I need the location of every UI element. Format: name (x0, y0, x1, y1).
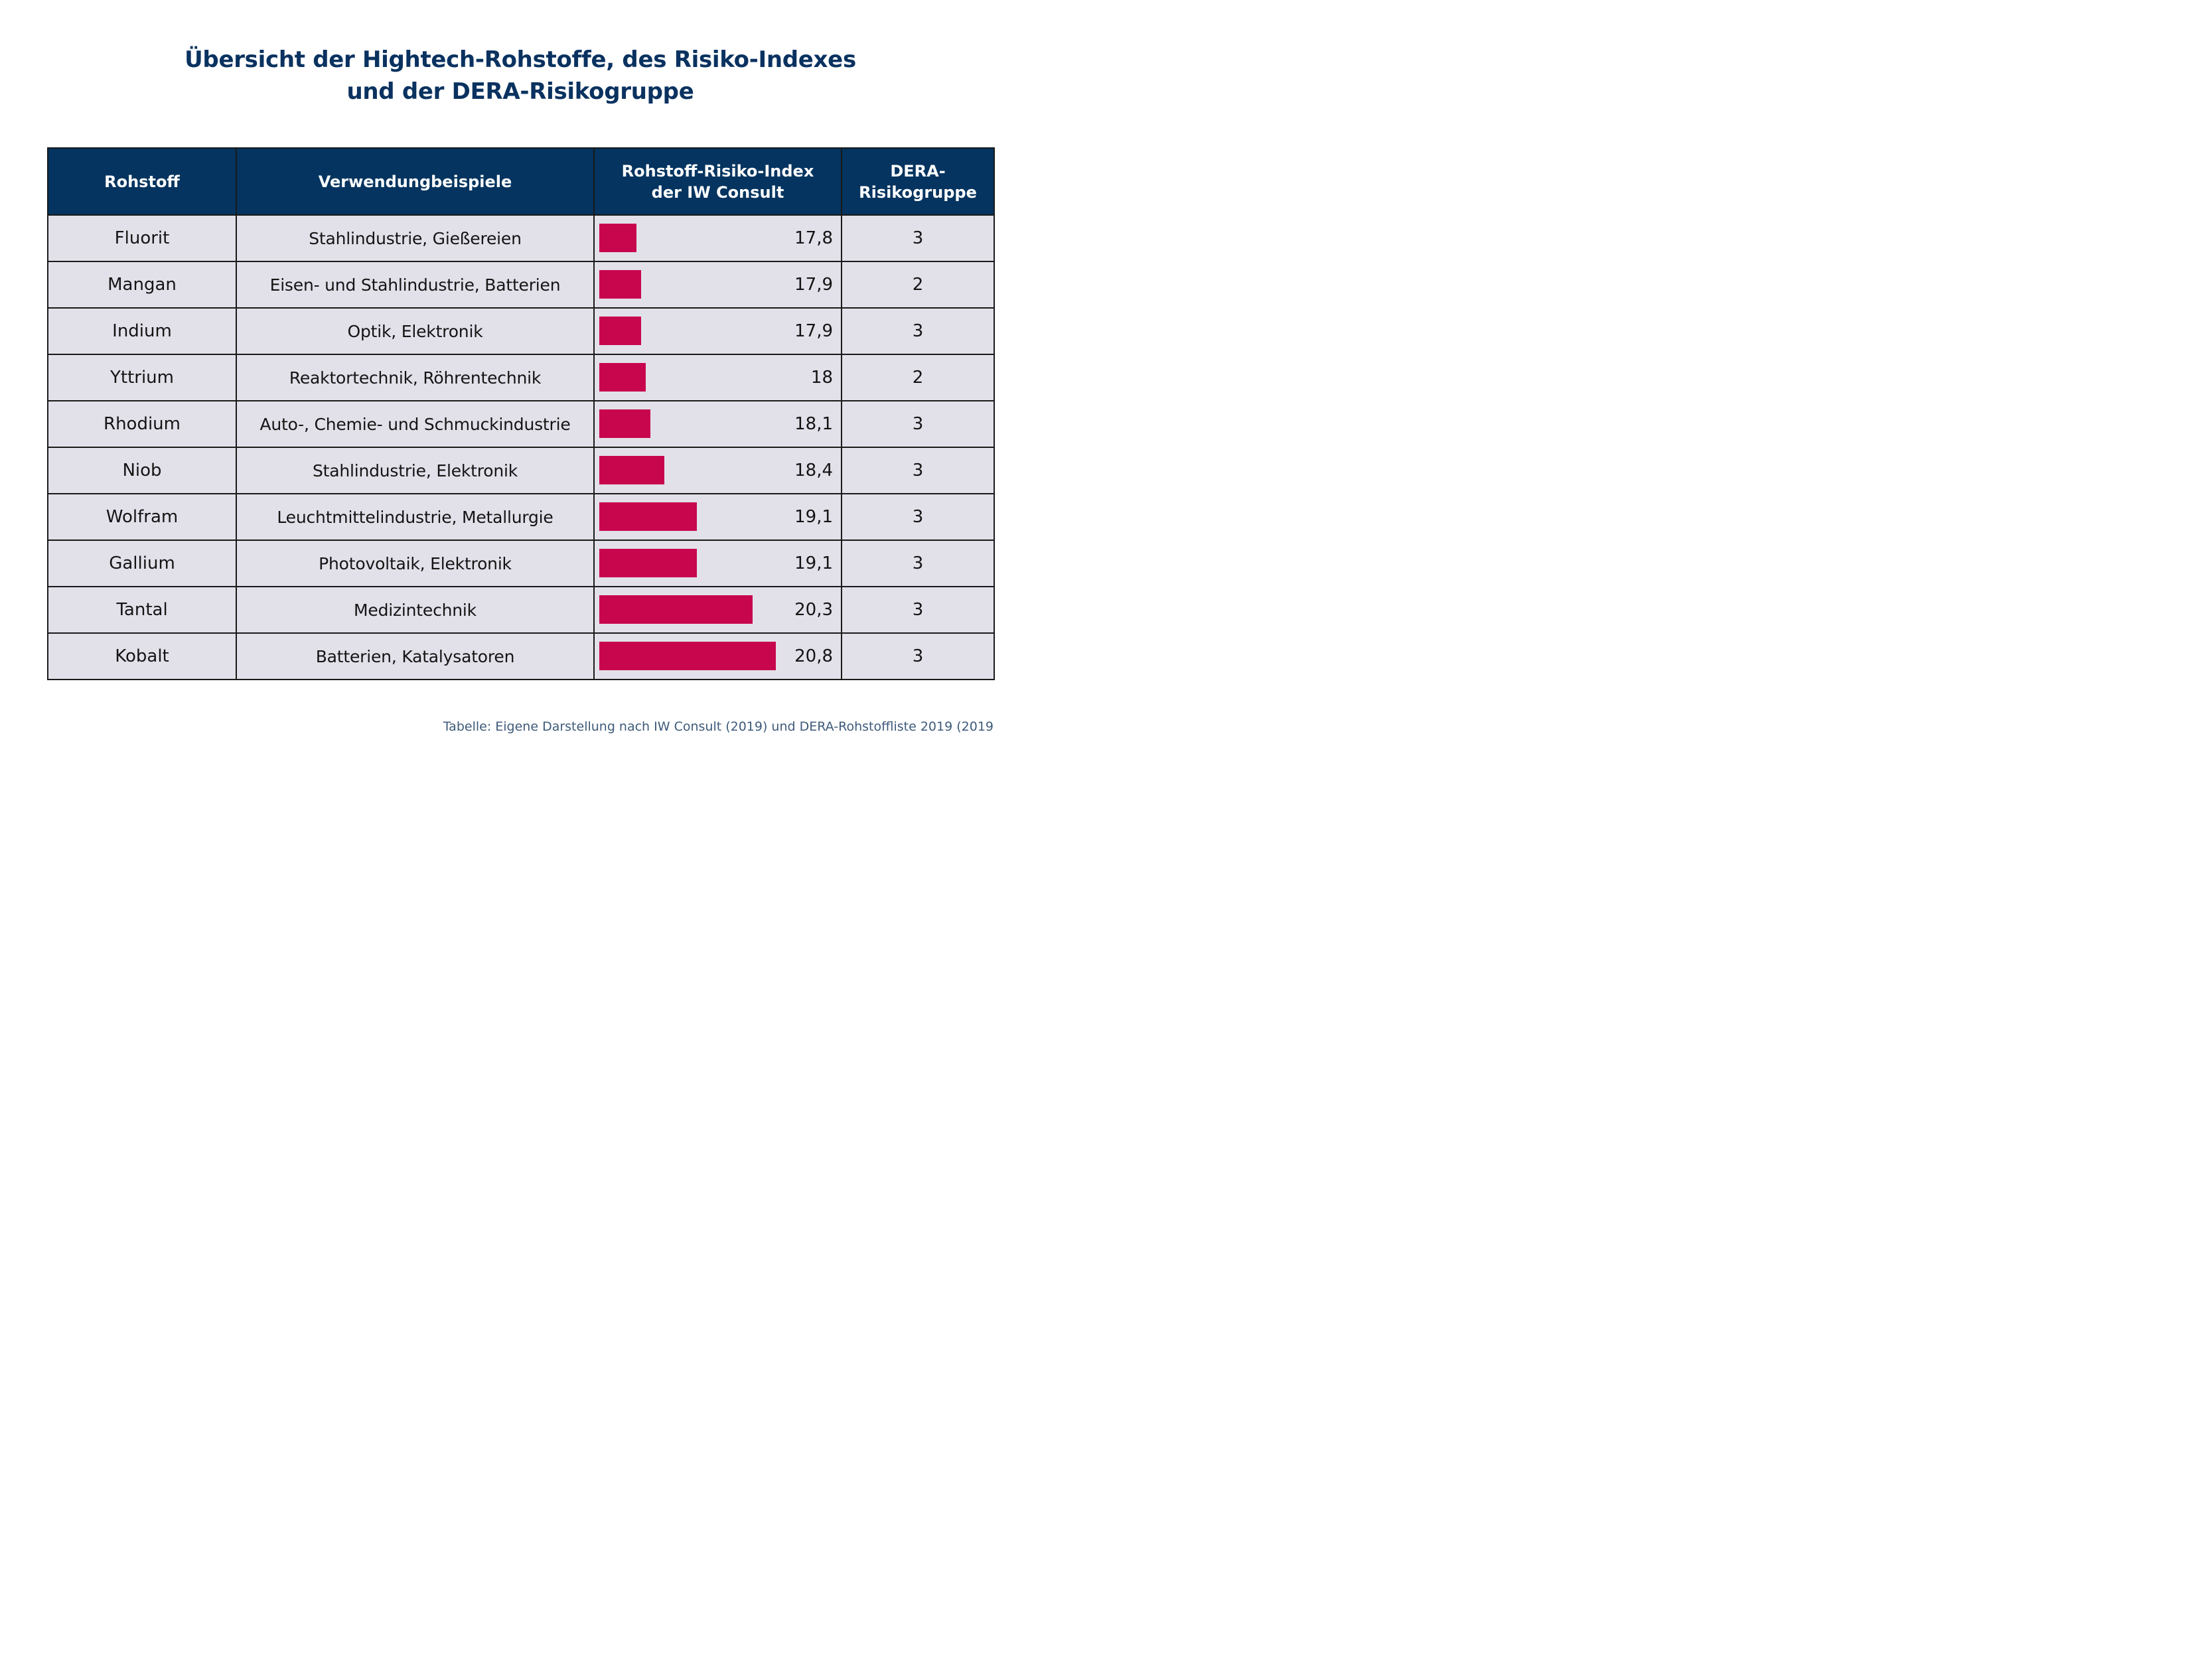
cell-rohstoff: Mangan (47, 261, 237, 309)
cell-verwendung: Reaktortechnik, Röhrentechnik (236, 354, 595, 401)
table-row: Wolfram Leuchtmittelindustrie, Metallurgi… (47, 493, 995, 541)
table-row: Tantal Medizintechnik 20,3 3 (47, 586, 995, 634)
header-dera-line-2: Risikogruppe (859, 182, 977, 202)
cell-rohstoff: Yttrium (47, 354, 237, 401)
index-value-label: 17,9 (794, 275, 833, 295)
table-row: Fluorit Stahlindustrie, Gießereien 17,8 3 (47, 214, 995, 262)
index-value-label: 17,8 (794, 228, 833, 248)
cell-index: 18,1 (593, 400, 842, 448)
table-row: Kobalt Batterien, Katalysatoren 20,8 3 (47, 632, 995, 680)
cell-dera: 3 (841, 400, 995, 448)
table-row: Rhodium Auto-, Chemie- und Schmuckindustr… (47, 400, 995, 448)
cell-dera: 3 (841, 214, 995, 262)
index-value-label: 18 (810, 368, 833, 388)
cell-rohstoff: Rhodium (47, 400, 237, 448)
cell-index: 18,4 (593, 447, 842, 494)
cell-dera: 2 (841, 354, 995, 401)
cell-dera: 3 (841, 447, 995, 494)
index-bar (599, 270, 641, 299)
cell-dera: 3 (841, 586, 995, 634)
index-value-label: 19,1 (794, 507, 833, 527)
risk-table: Rohstoff Verwendungbeispiele Rohstoff-Ri… (47, 147, 995, 680)
cell-index: 17,9 (593, 307, 842, 355)
index-value-label: 20,8 (794, 646, 833, 666)
header-rohstoff: Rohstoff (47, 147, 237, 216)
index-bar (599, 363, 646, 392)
cell-verwendung: Auto-, Chemie- und Schmuckindustrie (236, 400, 595, 448)
index-bar (599, 409, 650, 438)
index-bar (599, 549, 697, 577)
cell-dera: 3 (841, 632, 995, 680)
header-index: Rohstoff-Risiko-Index der IW Consult (593, 147, 842, 216)
cell-verwendung: Eisen- und Stahlindustrie, Batterien (236, 261, 595, 309)
cell-rohstoff: Tantal (47, 586, 237, 634)
cell-verwendung: Stahlindustrie, Gießereien (236, 214, 595, 262)
index-value-label: 17,9 (794, 321, 833, 341)
index-value-label: 19,1 (794, 553, 833, 573)
chart-title: Übersicht der Hightech-Rohstoffe, des Ri… (0, 44, 1041, 108)
cell-verwendung: Stahlindustrie, Elektronik (236, 447, 595, 494)
cell-index: 18 (593, 354, 842, 401)
index-value-label: 18,4 (794, 461, 833, 480)
source-note: Tabelle: Eigene Darstellung nach IW Cons… (443, 719, 994, 734)
cell-rohstoff: Kobalt (47, 632, 237, 680)
cell-index: 17,8 (593, 214, 842, 262)
index-value-label: 20,3 (794, 600, 833, 620)
table-row: Yttrium Reaktortechnik, Röhrentechnik 18 2 (47, 354, 995, 401)
cell-verwendung: Leuchtmittelindustrie, Metallurgie (236, 493, 595, 541)
cell-index: 20,3 (593, 586, 842, 634)
cell-dera: 3 (841, 493, 995, 541)
cell-dera: 3 (841, 307, 995, 355)
cell-rohstoff: Indium (47, 307, 237, 355)
index-bar (599, 456, 664, 484)
index-bar (599, 224, 636, 252)
cell-verwendung: Photovoltaik, Elektronik (236, 540, 595, 587)
header-verwendung: Verwendungbeispiele (236, 147, 595, 216)
title-line-1: Übersicht der Hightech-Rohstoffe, des Ri… (184, 46, 856, 73)
title-line-2: und der DERA-Risikogruppe (346, 78, 694, 105)
table-row: Niob Stahlindustrie, Elektronik 18,4 3 (47, 447, 995, 494)
cell-rohstoff: Niob (47, 447, 237, 494)
header-dera-line-1: DERA- (890, 161, 946, 180)
table-row: Mangan Eisen- und Stahlindustrie, Batteri… (47, 261, 995, 309)
table-row: Gallium Photovoltaik, Elektronik 19,1 3 (47, 540, 995, 587)
cell-rohstoff: Gallium (47, 540, 237, 587)
index-bar (599, 595, 753, 624)
header-index-line-2: der IW Consult (651, 182, 784, 202)
cell-rohstoff: Fluorit (47, 214, 237, 262)
cell-index: 19,1 (593, 493, 842, 541)
cell-dera: 3 (841, 540, 995, 587)
index-bar (599, 317, 641, 345)
cell-rohstoff: Wolfram (47, 493, 237, 541)
table-body: Fluorit Stahlindustrie, Gießereien 17,8 3 Ma… (47, 214, 995, 680)
header-dera: DERA- Risikogruppe (841, 147, 995, 216)
header-row: Rohstoff Verwendungbeispiele Rohstoff-Ri… (47, 147, 995, 216)
cell-verwendung: Medizintechnik (236, 586, 595, 634)
cell-index: 17,9 (593, 261, 842, 309)
header-index-line-1: Rohstoff-Risiko-Index (621, 161, 814, 180)
cell-index: 20,8 (593, 632, 842, 680)
index-bar (599, 642, 776, 670)
cell-verwendung: Batterien, Katalysatoren (236, 632, 595, 680)
index-bar (599, 502, 697, 531)
cell-dera: 2 (841, 261, 995, 309)
index-value-label: 18,1 (794, 414, 833, 434)
cell-verwendung: Optik, Elektronik (236, 307, 595, 355)
table-row: Indium Optik, Elektronik 17,9 3 (47, 307, 995, 355)
cell-index: 19,1 (593, 540, 842, 587)
